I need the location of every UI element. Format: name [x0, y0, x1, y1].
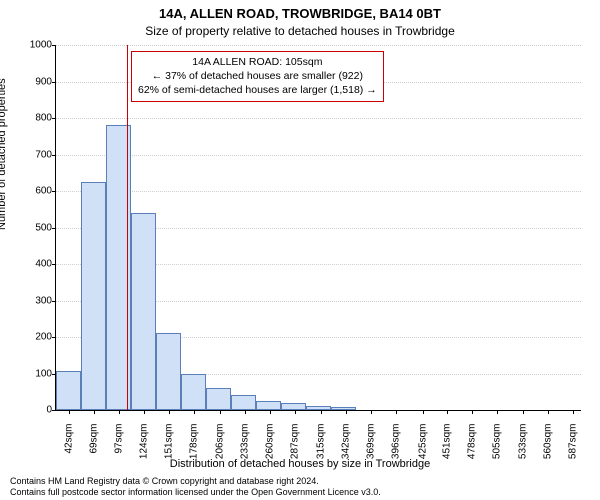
x-tick-mark	[447, 410, 448, 414]
histogram-bar	[81, 182, 106, 410]
y-tick-label: 900	[22, 76, 52, 87]
x-axis-label: Distribution of detached houses by size …	[0, 458, 600, 470]
footer-line: Contains HM Land Registry data © Crown c…	[10, 476, 590, 487]
chart-subtitle: Size of property relative to detached ho…	[0, 24, 600, 38]
y-tick-label: 300	[22, 295, 52, 306]
x-tick-mark	[321, 410, 322, 414]
histogram-bar	[206, 388, 231, 410]
x-tick-mark	[245, 410, 246, 414]
x-tick-mark	[573, 410, 574, 414]
histogram-bar	[306, 406, 331, 410]
chart-title: 14A, ALLEN ROAD, TROWBRIDGE, BA14 0BT	[0, 6, 600, 21]
x-tick-mark	[270, 410, 271, 414]
y-tick-label: 500	[22, 222, 52, 233]
x-tick-mark	[523, 410, 524, 414]
x-tick-mark	[371, 410, 372, 414]
y-tick-label: 0	[22, 405, 52, 416]
x-tick-mark	[144, 410, 145, 414]
y-tick-label: 700	[22, 149, 52, 160]
y-tick-mark	[52, 337, 56, 338]
annotation-line: 14A ALLEN ROAD: 105sqm	[138, 55, 377, 69]
gridline	[56, 118, 581, 119]
x-tick-mark	[119, 410, 120, 414]
y-tick-mark	[52, 45, 56, 46]
histogram-bar	[156, 333, 181, 410]
y-tick-mark	[52, 264, 56, 265]
marker-line	[127, 45, 128, 410]
annotation-line: ← 37% of detached houses are smaller (92…	[138, 69, 377, 83]
histogram-bar	[331, 407, 356, 410]
gridline	[56, 45, 581, 46]
x-tick-mark	[169, 410, 170, 414]
histogram-bar	[231, 395, 256, 410]
annotation-line: 62% of semi-detached houses are larger (…	[138, 83, 377, 97]
histogram-bar	[131, 213, 156, 410]
x-tick-mark	[295, 410, 296, 414]
y-tick-mark	[52, 410, 56, 411]
annotation-box: 14A ALLEN ROAD: 105sqm ← 37% of detached…	[131, 51, 384, 102]
y-axis-label: Number of detached properties	[0, 78, 8, 230]
x-tick-mark	[423, 410, 424, 414]
y-tick-mark	[52, 191, 56, 192]
x-tick-mark	[220, 410, 221, 414]
x-tick-mark	[69, 410, 70, 414]
y-tick-label: 200	[22, 332, 52, 343]
y-tick-mark	[52, 118, 56, 119]
x-tick-mark	[194, 410, 195, 414]
x-tick-mark	[548, 410, 549, 414]
x-tick-mark	[497, 410, 498, 414]
histogram-bar	[281, 403, 306, 410]
histogram-bar	[256, 401, 281, 410]
histogram-bar	[181, 374, 206, 411]
histogram-bar	[56, 371, 81, 410]
y-tick-label: 100	[22, 368, 52, 379]
footer-line: Contains full postcode sector informatio…	[10, 487, 590, 498]
y-tick-mark	[52, 301, 56, 302]
x-tick-mark	[472, 410, 473, 414]
plot-area: 0100200300400500600700800900100042sqm69s…	[55, 45, 581, 411]
y-tick-mark	[52, 155, 56, 156]
x-tick-mark	[346, 410, 347, 414]
footer: Contains HM Land Registry data © Crown c…	[10, 476, 590, 498]
x-tick-mark	[396, 410, 397, 414]
x-tick-mark	[94, 410, 95, 414]
y-tick-mark	[52, 228, 56, 229]
y-tick-mark	[52, 82, 56, 83]
gridline	[56, 155, 581, 156]
gridline	[56, 191, 581, 192]
y-tick-label: 600	[22, 186, 52, 197]
y-tick-label: 1000	[22, 40, 52, 51]
y-tick-label: 800	[22, 113, 52, 124]
chart-container: 14A, ALLEN ROAD, TROWBRIDGE, BA14 0BT Si…	[0, 0, 600, 500]
y-tick-label: 400	[22, 259, 52, 270]
